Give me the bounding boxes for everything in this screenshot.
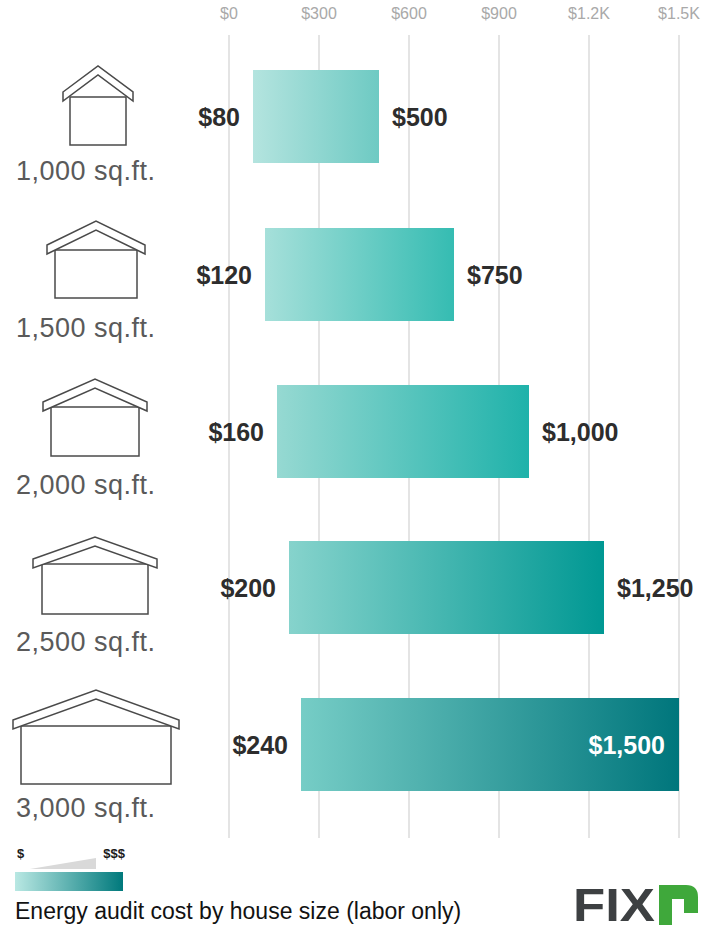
bar-low-value: $160	[208, 417, 264, 446]
legend-gradient-bar	[15, 872, 123, 891]
x-tick-label: $1.5K	[658, 5, 700, 23]
x-tick-label: $300	[301, 5, 337, 23]
cost-legend: $ $$$	[15, 846, 125, 862]
bar-1000sqft: $80 $500	[253, 70, 379, 163]
house-body	[55, 250, 137, 298]
size-label: 2,000 sq.ft.	[16, 470, 156, 501]
bar-2000sqft: $160 $1,000	[277, 385, 529, 478]
house-roof	[63, 66, 133, 101]
x-tick-label: $600	[391, 5, 427, 23]
x-tick-label: $0	[220, 5, 238, 23]
bar-1500sqft: $120 $750	[265, 228, 454, 321]
house-body	[51, 407, 139, 456]
fixr-logo-r-icon	[659, 885, 698, 925]
size-label: 3,000 sq.ft.	[16, 793, 156, 824]
bar-3000sqft: $240 $1,500	[301, 698, 679, 791]
x-tick-label: $900	[481, 5, 517, 23]
x-tick-label: $1.2K	[568, 5, 610, 23]
bar-2500sqft: $200 $1,250	[289, 541, 604, 634]
chart-title: Energy audit cost by house size (labor o…	[15, 898, 461, 925]
size-label: 1,500 sq.ft.	[16, 313, 156, 344]
bar-high-value: $1,500	[589, 730, 665, 759]
bar-high-value: $1,250	[617, 573, 693, 602]
bar-low-value: $200	[220, 573, 276, 602]
bar-high-value: $1,000	[542, 417, 618, 446]
size-label: 1,000 sq.ft.	[16, 156, 156, 187]
house-icon	[46, 218, 146, 302]
house-roof	[43, 379, 147, 411]
house-body	[21, 726, 171, 784]
energy-audit-cost-chart: $0 $300 $600 $900 $1.2K $1.5K 1,000 sq.ft. $8…	[0, 0, 710, 938]
house-icon	[12, 686, 180, 788]
size-label: 2,500 sq.ft.	[16, 627, 156, 658]
house-icon	[32, 534, 158, 618]
house-roof	[47, 221, 145, 254]
house-icon	[62, 62, 134, 150]
bar-low-value: $120	[196, 260, 252, 289]
fixr-logo: FIX	[573, 881, 698, 925]
legend-max-symbol: $$$	[103, 846, 125, 861]
bar-high-value: $750	[467, 260, 523, 289]
legend-min-symbol: $	[17, 846, 24, 861]
house-icon	[42, 376, 148, 460]
house-roof	[13, 690, 179, 729]
house-body	[42, 564, 148, 614]
bar-low-value: $80	[198, 102, 240, 131]
house-body	[70, 97, 126, 145]
bar-high-value: $500	[392, 102, 448, 131]
legend-wedge-icon	[30, 858, 96, 869]
fixr-logo-text: FIX	[573, 881, 655, 925]
bar-low-value: $240	[232, 730, 288, 759]
